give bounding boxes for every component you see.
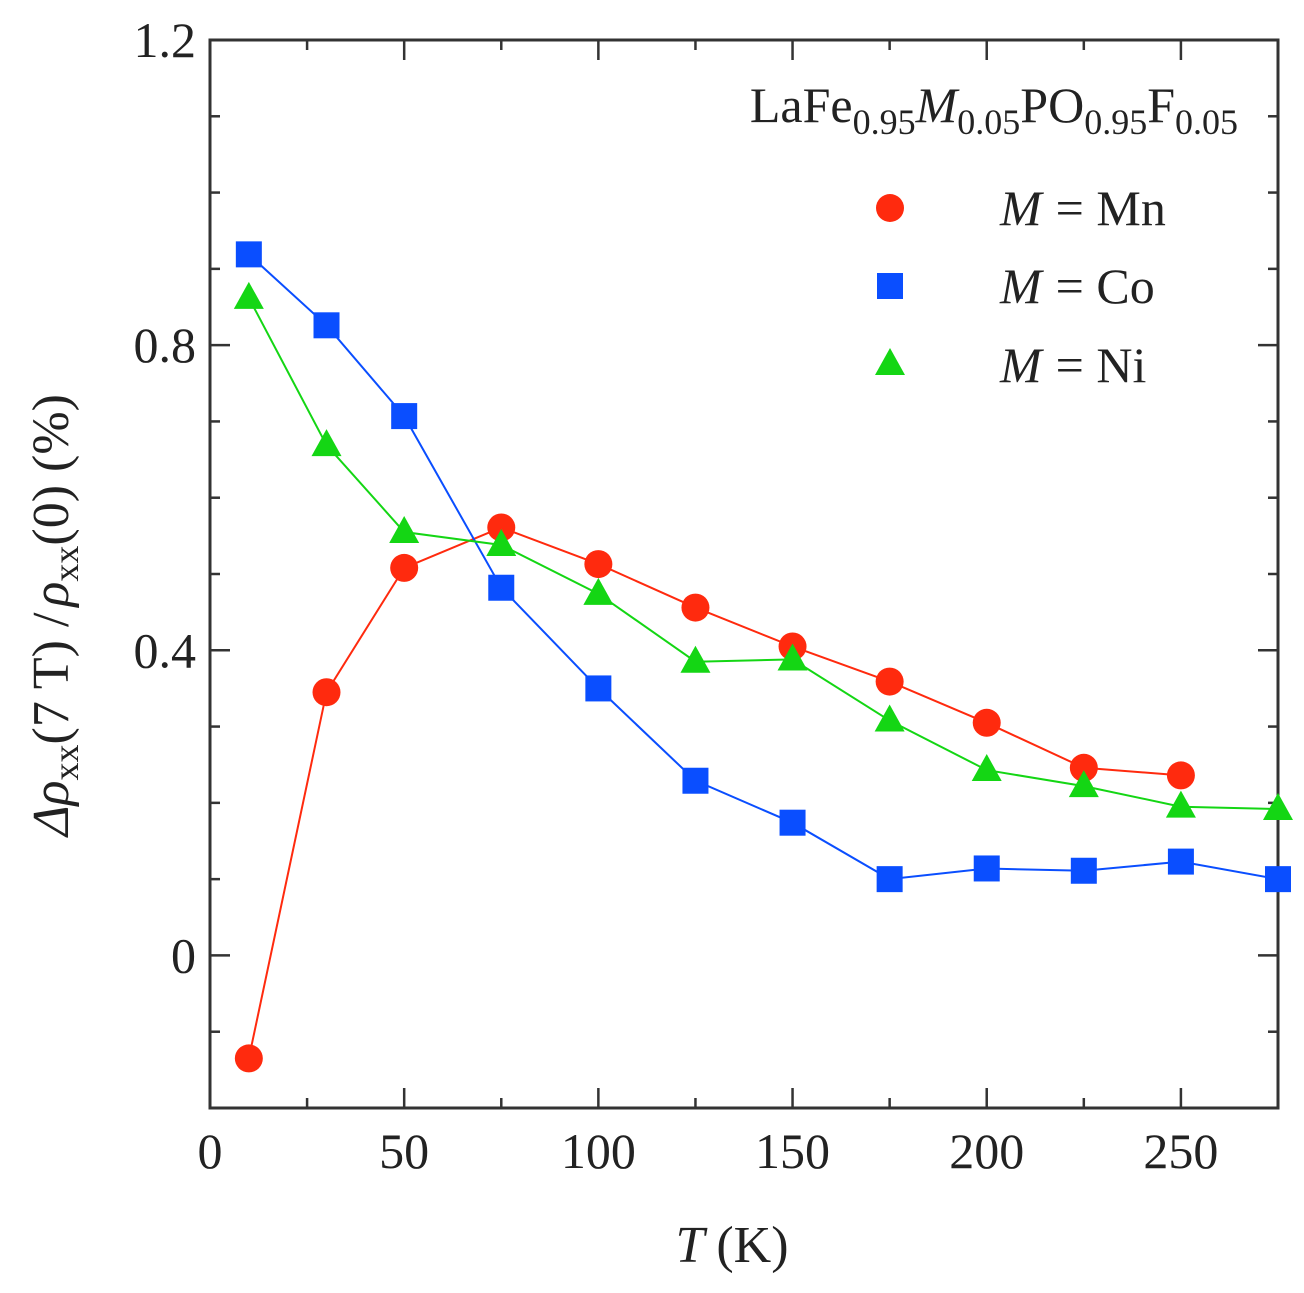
point-co: [391, 403, 418, 430]
title-sub-4: 0.05: [1175, 102, 1238, 142]
x-tick-label: 0: [198, 1123, 223, 1179]
point-co: [876, 866, 903, 893]
point-mn: [312, 678, 341, 707]
point-ni: [583, 577, 614, 605]
legend-marker-co: [877, 273, 903, 299]
y-tick-label: 0: [171, 927, 196, 983]
title-base-2: PO: [1020, 77, 1084, 133]
point-co: [973, 855, 1000, 882]
point-ni: [389, 516, 420, 544]
legend-label-co: M = Co: [999, 258, 1155, 314]
point-ni: [777, 643, 808, 671]
point-co: [585, 675, 612, 702]
legend: M = Mn M = Co M = Ni: [875, 180, 1166, 393]
point-ni: [971, 754, 1002, 782]
point-mn: [972, 708, 1001, 737]
axes-frame: 0 50 100 150 200 250 0 0.4 0.8 1.2: [134, 12, 1280, 1179]
point-mn: [234, 1044, 263, 1073]
x-tick-label: 150: [755, 1123, 830, 1179]
point-ni: [311, 429, 342, 457]
y-tick-label: 0.8: [134, 317, 197, 373]
point-co: [1070, 857, 1097, 884]
x-tick-label: 50: [379, 1123, 429, 1179]
x-tick-label: 100: [561, 1123, 636, 1179]
series-line-mn: [247, 526, 1181, 1059]
y-axis-label: Δρxx(7 T) /ρxx(0) (%): [23, 394, 86, 838]
point-ni: [874, 704, 905, 732]
point-ni: [1263, 792, 1293, 820]
point-co: [1265, 866, 1291, 893]
title-sub-1: 0.95: [853, 102, 916, 142]
point-mn: [487, 513, 516, 542]
x-tick-label: 250: [1143, 1123, 1218, 1179]
point-ni: [1068, 770, 1099, 798]
title-base-1: LaFe: [750, 77, 853, 133]
y-tick-label: 0.4: [134, 622, 197, 678]
point-co: [682, 767, 709, 794]
x-tick-label: 200: [949, 1123, 1024, 1179]
title-base-3: F: [1147, 77, 1175, 133]
point-co: [1167, 848, 1194, 875]
point-ni: [680, 645, 711, 673]
series-line-co: [248, 253, 1279, 881]
point-ni: [1165, 790, 1196, 818]
legend-marker-mn: [876, 194, 904, 222]
point-ni: [486, 529, 517, 557]
legend-marker-ni: [875, 348, 905, 375]
legend-label-ni: M = Ni: [999, 337, 1146, 393]
point-co: [313, 312, 340, 339]
x-axis-label: T (K): [675, 1217, 788, 1274]
point-mn: [1166, 761, 1195, 790]
title-sub-2: 0.05: [957, 102, 1020, 142]
point-ni: [233, 281, 264, 309]
point-mn: [390, 553, 419, 582]
title-italic-m: M: [915, 77, 960, 133]
point-co: [235, 241, 262, 268]
plot-series: [233, 241, 1293, 1073]
y-tick-label: 1.2: [134, 12, 197, 68]
point-mn: [1069, 753, 1098, 782]
point-co: [488, 574, 515, 601]
point-mn: [875, 667, 904, 696]
chart-title: LaFe0.95M0.05PO0.95F0.05: [750, 77, 1238, 142]
point-co: [779, 809, 806, 836]
series-line-ni: [247, 297, 1279, 810]
title-sub-3: 0.95: [1084, 102, 1147, 142]
point-mn: [681, 593, 710, 622]
point-mn: [584, 550, 613, 579]
legend-label-mn: M = Mn: [999, 180, 1166, 236]
